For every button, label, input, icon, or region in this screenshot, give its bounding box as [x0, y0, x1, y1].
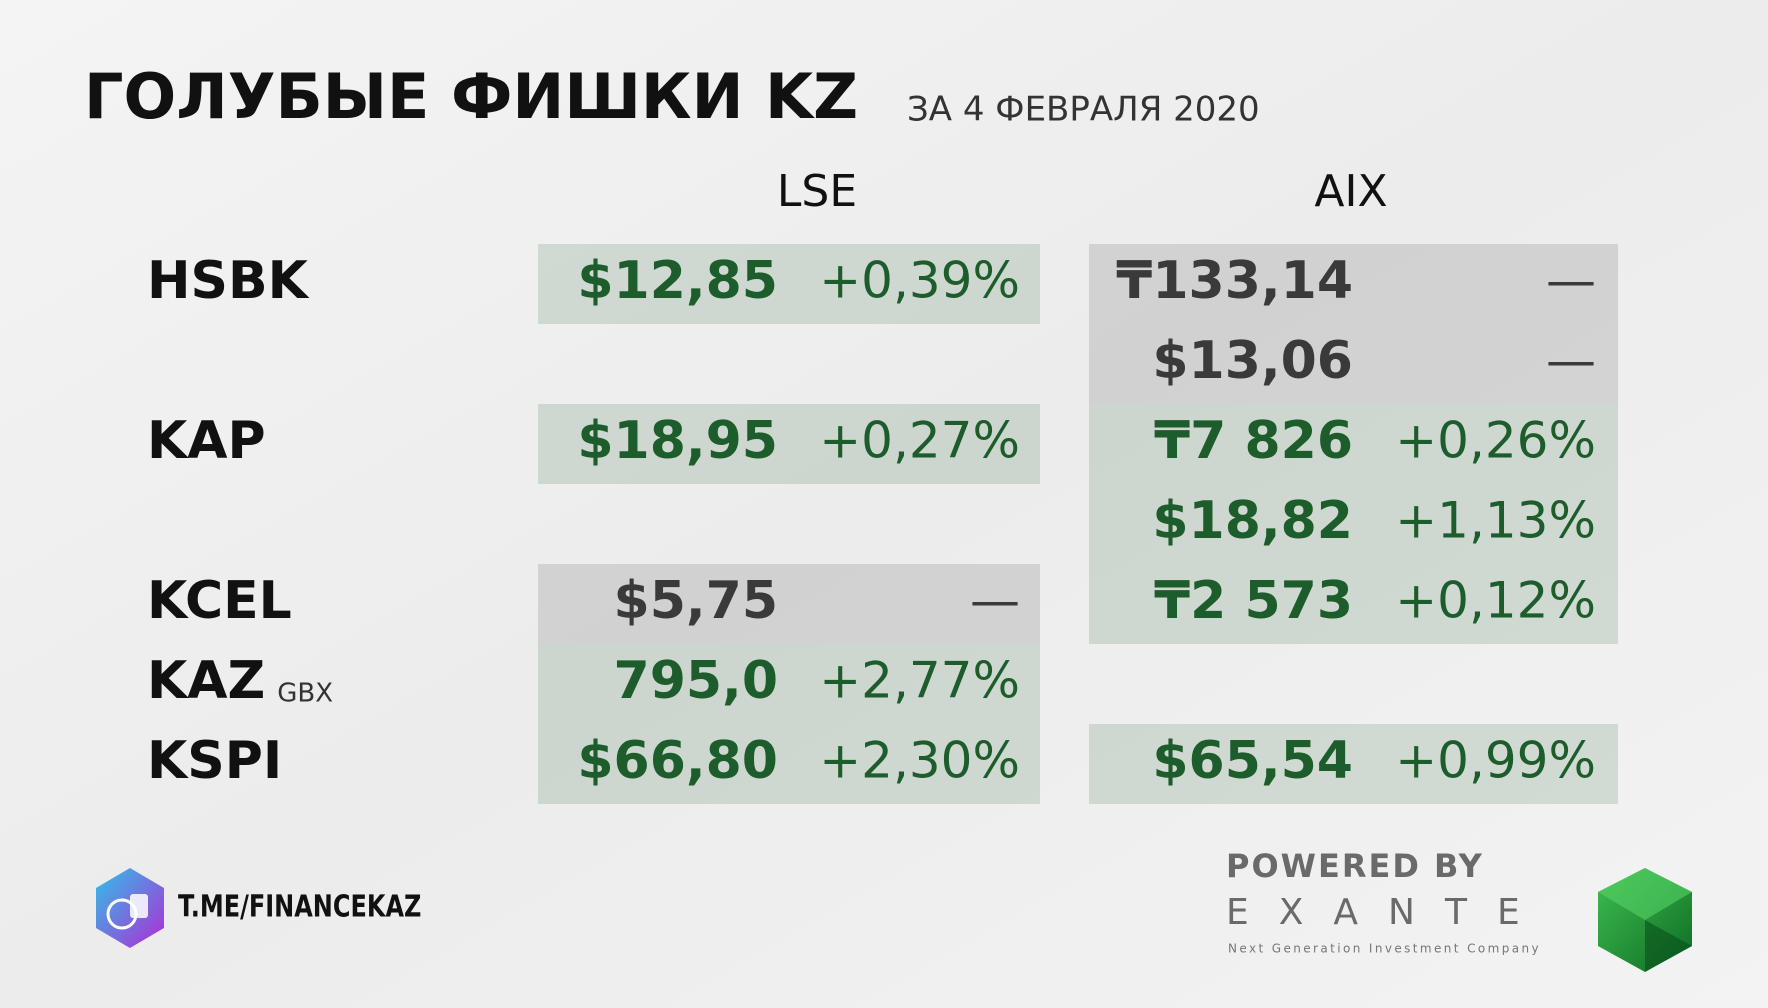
title: ГОЛУБЫЕ ФИШКИ KZ — [84, 60, 858, 133]
change: +1,13% — [1395, 492, 1596, 550]
quote-bg — [538, 564, 1040, 644]
quote-bg — [538, 244, 1040, 324]
quote-bg — [1089, 484, 1618, 564]
change: +0,26% — [1395, 412, 1596, 470]
quote-bg — [1089, 244, 1618, 324]
price: ₸2 573 — [1154, 571, 1353, 631]
price: $66,80 — [577, 731, 778, 791]
change: — — [1546, 252, 1596, 310]
price: $65,54 — [1152, 731, 1353, 791]
column-header: LSE — [777, 166, 857, 217]
change: +0,27% — [819, 412, 1020, 470]
change: +0,99% — [1395, 732, 1596, 790]
change: — — [970, 572, 1020, 630]
quote-bg — [538, 644, 1040, 724]
price: ₸7 826 — [1154, 411, 1353, 471]
quote-bg — [1089, 724, 1618, 804]
subtitle: ЗА 4 ФЕВРАЛЯ 2020 — [907, 90, 1260, 130]
ticker: KAP — [147, 411, 266, 471]
unit: GBX — [277, 679, 333, 709]
price: $18,95 — [577, 411, 778, 471]
price: 795,0 — [614, 651, 778, 711]
powered-by: POWERED BY — [1226, 847, 1484, 885]
brand: EXANTE — [1226, 892, 1550, 933]
change: +2,77% — [819, 652, 1020, 710]
ticker: KSPI — [147, 731, 282, 791]
ticker: KAZ — [147, 651, 265, 711]
ticker: KCEL — [147, 571, 292, 631]
tagline: Next Generation Investment Company — [1228, 942, 1541, 956]
channel-logo — [96, 868, 164, 948]
quote-bg — [538, 724, 1040, 804]
price: $5,75 — [614, 571, 778, 631]
quote-bg — [1089, 404, 1618, 484]
quote-bg — [1089, 324, 1618, 404]
brand-logo — [1598, 868, 1692, 972]
table: HSBK $12,85 +0,39% ₸133,14 — $13,06 — KAP $18,95… — [147, 244, 1618, 804]
quote-bg — [538, 404, 1040, 484]
change: — — [1546, 332, 1596, 390]
price: $18,82 — [1152, 491, 1353, 551]
change: +2,30% — [819, 732, 1020, 790]
ticker: HSBK — [147, 251, 310, 311]
quote-bg — [1089, 564, 1618, 644]
price: $12,85 — [577, 251, 778, 311]
price: $13,06 — [1152, 331, 1353, 391]
change: +0,39% — [819, 252, 1020, 310]
change: +0,12% — [1395, 572, 1596, 630]
price: ₸133,14 — [1116, 251, 1353, 311]
column-header: AIX — [1314, 166, 1387, 217]
channel: T.ME/FINANCEKAZ — [178, 890, 421, 924]
